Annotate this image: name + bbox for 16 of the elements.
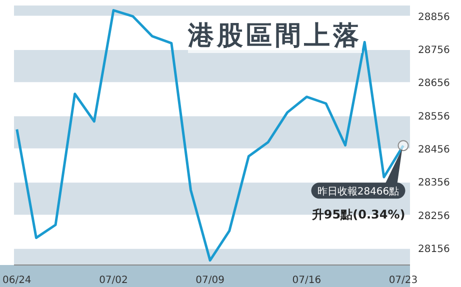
y-tick-label: 28856 bbox=[418, 12, 450, 23]
y-tick-label: 28356 bbox=[418, 178, 450, 189]
x-tick-label: 07/23 bbox=[388, 275, 418, 286]
y-tick-label: 28756 bbox=[418, 44, 450, 56]
y-tick-label: 28256 bbox=[418, 210, 450, 222]
x-tick-label: 06/24 bbox=[2, 275, 32, 286]
annotation: 昨日收報28466點 bbox=[317, 186, 400, 198]
x-tick-label: 07/02 bbox=[99, 275, 128, 286]
x-tick-label: 07/16 bbox=[292, 275, 322, 286]
y-tick-label: 28156 bbox=[418, 244, 450, 255]
y-tick-label: 28456 bbox=[418, 144, 450, 156]
text: 港股區間上落 bbox=[188, 18, 362, 53]
y-tick-label: 28656 bbox=[418, 78, 450, 90]
annotation: 升95點(0.34%) bbox=[310, 208, 406, 222]
x-tick-label: 07/09 bbox=[196, 275, 224, 286]
y-tick-label: 28556 bbox=[418, 111, 450, 122]
